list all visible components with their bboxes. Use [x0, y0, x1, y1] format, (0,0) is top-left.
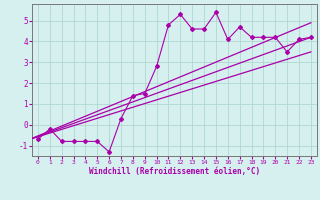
X-axis label: Windchill (Refroidissement éolien,°C): Windchill (Refroidissement éolien,°C)	[89, 167, 260, 176]
